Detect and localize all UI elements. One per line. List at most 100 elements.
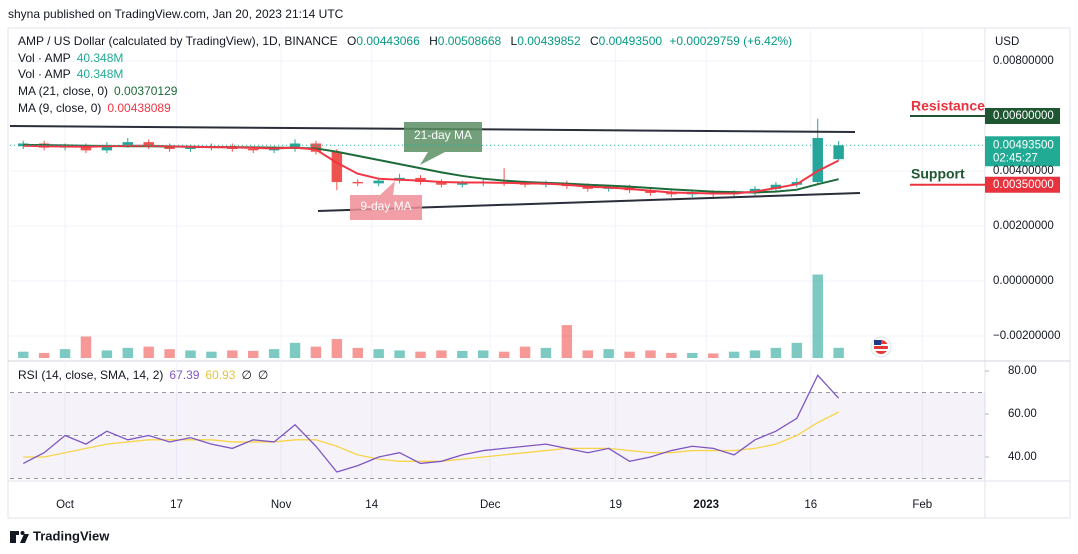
flag-stripe bbox=[874, 349, 888, 351]
volume-bar bbox=[687, 352, 698, 358]
volume-bar bbox=[164, 349, 175, 358]
flag-canton bbox=[874, 340, 881, 345]
rsi-tick-label: 40.00 bbox=[1008, 451, 1037, 463]
x-tick-label: 17 bbox=[170, 499, 183, 511]
resistance-label: Resistance bbox=[911, 98, 985, 114]
volume bbox=[18, 274, 844, 358]
y-tick-label: 0.00000000 bbox=[993, 275, 1054, 287]
candle-body bbox=[812, 137, 823, 182]
candle-body bbox=[268, 148, 280, 151]
rsi-pane bbox=[10, 370, 989, 479]
volume-bar bbox=[666, 352, 677, 358]
volume-bar bbox=[227, 350, 238, 358]
price-tag-label: 0.00493500 bbox=[993, 139, 1054, 151]
volume-bar bbox=[331, 339, 343, 358]
volume-bar bbox=[143, 346, 154, 358]
volume-bar bbox=[519, 346, 531, 358]
candle-body bbox=[122, 142, 134, 145]
volume-bar bbox=[268, 349, 280, 358]
currency: USD bbox=[995, 36, 1019, 48]
ohlc-label: C bbox=[590, 34, 599, 48]
ma21-callout bbox=[404, 122, 482, 165]
candle-body bbox=[352, 181, 363, 184]
legend-volume: Vol · AMP 40.348M bbox=[18, 67, 123, 81]
candle-body bbox=[164, 146, 175, 149]
candle-body bbox=[457, 183, 468, 185]
volume-bar bbox=[728, 351, 740, 358]
legend-value: 60.93 bbox=[205, 368, 235, 382]
volume-bar bbox=[289, 342, 301, 358]
volume-bar bbox=[457, 350, 468, 358]
y-tick-label: 0.00200000 bbox=[993, 220, 1054, 232]
legend-volume: Vol · AMP 40.348M bbox=[18, 51, 123, 65]
legend-name: RSI (14, close, SMA, 14, 2) bbox=[18, 368, 163, 382]
published-note: shyna published on TradingView.com, Jan … bbox=[8, 7, 344, 21]
volume-bar bbox=[206, 351, 217, 358]
volume-bar bbox=[352, 347, 363, 358]
footer-brand: TradingView bbox=[33, 528, 110, 543]
volume-bar bbox=[101, 350, 113, 358]
candle-body bbox=[289, 143, 301, 149]
legend-name: MA (21, close, 0) bbox=[18, 84, 108, 98]
volume-bar bbox=[498, 351, 510, 358]
volume-bar bbox=[373, 349, 384, 358]
volume-bar bbox=[415, 351, 426, 358]
volume-bar bbox=[477, 350, 489, 358]
volume-bar bbox=[770, 347, 782, 358]
x-tick-label: 14 bbox=[365, 499, 378, 511]
symbol: AMP / US Dollar (calculated by TradingVi… bbox=[18, 34, 338, 48]
legend-value: 40.348M bbox=[77, 67, 124, 81]
candle-body bbox=[373, 180, 384, 184]
change: +0.00029759 (+6.42%) bbox=[669, 34, 792, 48]
price-tag bbox=[985, 107, 1060, 124]
ma21-callout-label: 21-day MA bbox=[414, 128, 472, 142]
volume-bar bbox=[707, 353, 719, 358]
y-tick-label: −0.00200000 bbox=[993, 330, 1060, 342]
legend-ma21: MA (21, close, 0) 0.00370129 bbox=[18, 84, 178, 98]
volume-bar bbox=[645, 350, 656, 358]
candle-body bbox=[436, 181, 447, 185]
volume-bar bbox=[540, 347, 552, 358]
legend-value: ∅ bbox=[241, 368, 251, 382]
volume-bar bbox=[436, 350, 447, 358]
y-tick-label: 0.00400000 bbox=[993, 165, 1054, 177]
x-tick-label: Feb bbox=[912, 499, 932, 511]
ohlc-value: 0.00439852 bbox=[517, 34, 581, 48]
volume-bar bbox=[18, 351, 29, 358]
ohlc-value: 0.00508668 bbox=[438, 34, 502, 48]
x-tick-label: Oct bbox=[56, 499, 75, 511]
price-tag bbox=[985, 176, 1060, 193]
volume-bar bbox=[833, 347, 844, 358]
rsi-sma-line bbox=[23, 411, 839, 462]
volume-bar bbox=[624, 351, 635, 358]
chart-frame bbox=[7, 27, 1071, 519]
legend-value: 67.39 bbox=[169, 368, 199, 382]
price-tag-label: 0.00350000 bbox=[993, 179, 1054, 191]
y-tick-label: 0.00800000 bbox=[993, 55, 1054, 67]
volume-bar bbox=[561, 325, 573, 358]
candle-body bbox=[185, 147, 196, 149]
ma9-callout bbox=[350, 181, 422, 220]
rsi-line bbox=[22, 374, 840, 473]
x-tick-label: 2023 bbox=[693, 499, 719, 511]
logo-mark bbox=[20, 534, 29, 543]
support-label: Support bbox=[911, 165, 965, 181]
candle-body bbox=[331, 151, 343, 182]
ma-line bbox=[23, 144, 840, 195]
x-tick-label: 19 bbox=[609, 499, 622, 511]
ohlc-value: 0.00443066 bbox=[356, 34, 420, 48]
ma9-callout-label: 9-day MA bbox=[360, 199, 411, 213]
ohlc-label: L bbox=[511, 34, 518, 48]
rsi-tick-label: 60.00 bbox=[1008, 408, 1037, 420]
legend-name: Vol · AMP bbox=[18, 51, 71, 65]
candle-body bbox=[248, 148, 259, 151]
volume-bar bbox=[394, 350, 405, 358]
volume-bar bbox=[603, 349, 614, 358]
candle-body bbox=[770, 184, 782, 189]
x-tick-label: Dec bbox=[480, 499, 501, 511]
x-tick-label: Nov bbox=[271, 499, 292, 511]
legend-rsi: RSI (14, close, SMA, 14, 2) 67.39 60.93 ∅ ∅ bbox=[18, 368, 268, 382]
moving-averages bbox=[23, 143, 840, 195]
